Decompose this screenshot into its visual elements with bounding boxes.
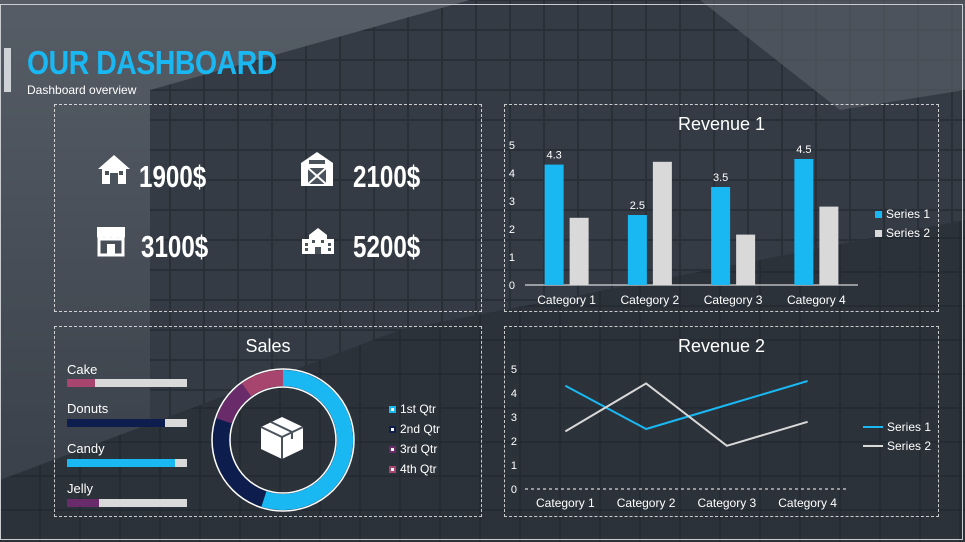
revenue-1-legend-series-2: Series 2 xyxy=(875,226,930,240)
data-label: 3.5 xyxy=(713,172,728,184)
bar-1 xyxy=(627,215,647,285)
sales-bar-fill xyxy=(67,379,95,387)
x-tick-label: Category 3 xyxy=(698,496,757,510)
x-tick-label: Category 1 xyxy=(537,293,596,307)
y-tick-label: 5 xyxy=(509,140,515,152)
kpi-value-3: 3100$ xyxy=(141,229,209,264)
series-line-2 xyxy=(564,382,808,447)
donut-outer-ring xyxy=(211,368,355,512)
legend-swatch xyxy=(389,425,396,433)
x-tick-label: Category 3 xyxy=(704,293,763,307)
bar-1 xyxy=(711,187,731,285)
sales-bar-donuts xyxy=(67,419,187,427)
house-icon xyxy=(98,155,130,184)
legend-label: 2nd Qtr xyxy=(400,422,441,436)
sales-bar-cake xyxy=(67,379,187,387)
legend-swatch xyxy=(863,445,883,447)
sales-panel: Sales Cake Donuts Candy Jelly 1st Qtr 2n… xyxy=(54,326,482,517)
data-label: 4.3 xyxy=(546,150,561,162)
x-tick-label: Category 2 xyxy=(617,496,676,510)
sales-bar-fill xyxy=(67,459,175,467)
revenue-2-legend-series-2: Series 2 xyxy=(863,439,931,453)
revenue-1-legend-series-1: Series 1 xyxy=(875,207,930,221)
barn-icon xyxy=(301,152,333,186)
sales-bar-label-candy: Candy xyxy=(67,441,105,456)
revenue-2-panel: Revenue 2 0 1 2 3 4 5 Category 1 Category 2 Cate… xyxy=(504,326,939,517)
x-tick-label: Category 4 xyxy=(787,293,846,307)
storefront-icon xyxy=(97,227,125,257)
bar-2 xyxy=(736,234,756,285)
x-tick-label: Category 1 xyxy=(536,496,595,510)
data-label: 4.5 xyxy=(796,144,811,156)
revenue-1-title: Revenue 1 xyxy=(677,114,766,134)
bar-1 xyxy=(794,159,814,285)
donut-legend-2nd-qtr: 2nd Qtr xyxy=(389,422,440,436)
legend-swatch xyxy=(389,465,396,473)
sales-bar-label-jelly: Jelly xyxy=(67,481,94,496)
donut-slice-4 xyxy=(241,370,284,397)
y-tick-label: 5 xyxy=(511,364,517,376)
x-tick-label: Category 4 xyxy=(778,496,837,510)
kpi-value-1: 1900$ xyxy=(139,159,207,194)
sales-bar-fill xyxy=(67,499,100,507)
y-tick-label: 0 xyxy=(509,280,515,292)
revenue-2-chart: 0 1 2 3 4 5 Category 1 Category 2 Category 3 Cate… xyxy=(511,364,848,510)
y-tick-label: 1 xyxy=(509,252,515,264)
title-accent-bar xyxy=(4,48,11,92)
sales-donut-chart xyxy=(211,368,355,512)
y-tick-label: 4 xyxy=(509,168,515,180)
legend-label: Series 1 xyxy=(887,420,932,434)
sales-bar-fill xyxy=(67,419,166,427)
page-subtitle: Dashboard overview xyxy=(27,83,137,97)
school-building-icon xyxy=(302,228,334,254)
donut-slice-2 xyxy=(213,418,267,507)
sales-title: Sales xyxy=(245,336,291,356)
sales-bar-label-donuts: Donuts xyxy=(67,401,109,416)
donut-legend-1st-qtr: 1st Qtr xyxy=(389,402,436,416)
series-line-1 xyxy=(564,380,808,431)
donut-inner-ring xyxy=(229,386,337,494)
y-tick-label: 1 xyxy=(511,460,517,472)
revenue-2-legend-series-1: Series 1 xyxy=(863,420,931,434)
bar-2 xyxy=(819,206,839,285)
box-icon xyxy=(260,417,304,459)
legend-label: Series 2 xyxy=(886,226,931,240)
y-tick-label: 2 xyxy=(511,436,517,448)
legend-label: Series 1 xyxy=(886,207,931,221)
legend-swatch xyxy=(389,405,396,413)
donut-legend-3rd-qtr: 3rd Qtr xyxy=(389,442,437,456)
kpi-panel: 1900$ 2100$ 3100$ 5200$ xyxy=(54,104,482,312)
legend-label: Series 2 xyxy=(887,439,932,453)
legend-swatch xyxy=(875,210,882,218)
bar-2 xyxy=(652,161,672,285)
sales-bar-label-cake: Cake xyxy=(67,362,98,377)
donut-slice-3 xyxy=(216,383,252,424)
y-tick-label: 2 xyxy=(509,224,515,236)
y-tick-label: 3 xyxy=(511,412,517,424)
page-title: OUR DASHBOARD xyxy=(27,44,277,81)
kpi-value-4: 5200$ xyxy=(353,229,421,264)
y-tick-label: 3 xyxy=(509,196,515,208)
donut-legend-4th-qtr: 4th Qtr xyxy=(389,462,437,476)
data-label: 2.5 xyxy=(630,200,645,212)
sales-bar-candy xyxy=(67,459,187,467)
bar-1 xyxy=(544,164,564,285)
donut-slice-1 xyxy=(261,370,353,510)
legend-swatch xyxy=(389,445,396,453)
kpi-value-2: 2100$ xyxy=(353,159,421,194)
y-tick-label: 4 xyxy=(511,388,517,400)
revenue-1-chart: 0 1 2 3 4 5 4.3 Category 1 2.5 Category 2 3.5 Categ… xyxy=(509,140,858,307)
legend-label: 3rd Qtr xyxy=(400,442,438,456)
revenue-2-title: Revenue 2 xyxy=(677,336,766,356)
bar-2 xyxy=(569,217,589,285)
sales-bar-jelly xyxy=(67,499,187,507)
legend-swatch xyxy=(875,229,882,237)
legend-swatch xyxy=(863,426,883,428)
x-tick-label: Category 2 xyxy=(621,293,680,307)
legend-label: 4th Qtr xyxy=(400,462,437,476)
y-tick-label: 0 xyxy=(511,484,517,496)
legend-label: 1st Qtr xyxy=(400,402,437,416)
revenue-1-panel: Revenue 1 0 1 2 3 4 5 4.3 Category 1 2.5 Category… xyxy=(504,104,939,312)
